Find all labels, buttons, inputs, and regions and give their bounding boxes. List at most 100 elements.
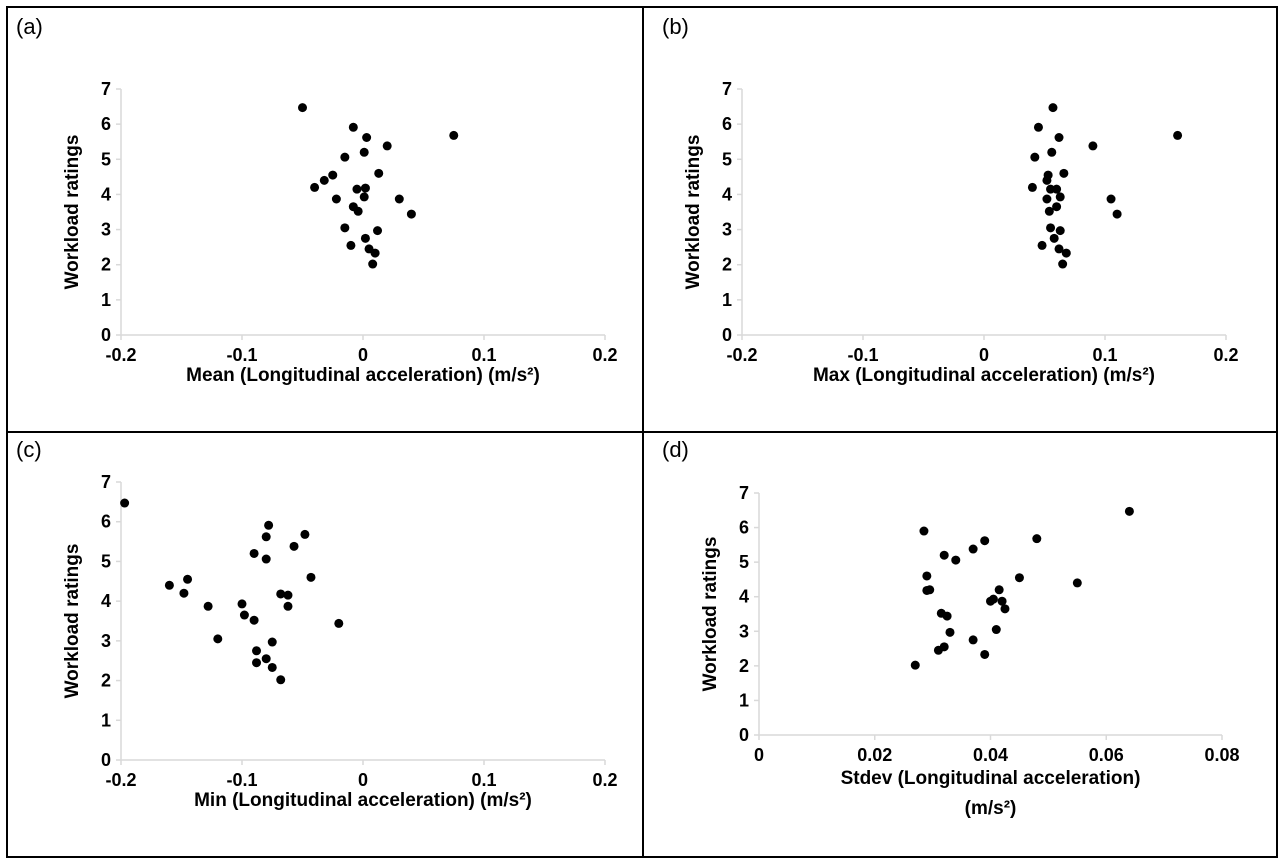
scatter-point [382, 141, 392, 151]
y-tick-label: 6 [739, 518, 749, 538]
chart-d: 0 1 2 3 4 5 6 7 0 0.02 0.04 0.06 0.08 Workload rating… [700, 483, 1240, 819]
x-tick-label: 0.06 [1089, 745, 1124, 765]
scatter-point [1055, 226, 1065, 236]
scatter-point [1037, 240, 1047, 250]
scatter-point [939, 550, 949, 560]
scatter-point [1042, 194, 1052, 204]
x-axis-title: Stdev (Longitudinal acceleration) [841, 768, 1141, 789]
scatter-point [373, 226, 383, 236]
x-axis-title: (m/s²) [965, 798, 1017, 819]
y-tick-label: 4 [101, 591, 111, 611]
scatter-point [249, 615, 259, 625]
scatter-point [368, 259, 378, 269]
x-tick-label: 0.1 [471, 770, 496, 790]
scatter-point [239, 610, 249, 620]
scatter-point [179, 588, 189, 598]
scatter-point [951, 555, 961, 565]
scatter-point [1124, 506, 1134, 516]
y-tick-label: 4 [101, 184, 111, 204]
y-tick-label: 1 [101, 290, 111, 310]
scatter-point [300, 529, 310, 539]
scatter-point [359, 192, 369, 202]
scatter-point [449, 130, 459, 140]
y-tick-label: 7 [101, 79, 111, 99]
y-tick-label: 6 [101, 512, 111, 532]
scatter-point [360, 233, 370, 243]
scatter-point [968, 635, 978, 645]
x-tick-label: 0 [979, 345, 989, 365]
scatter-point [331, 194, 341, 204]
scatter-point [1112, 209, 1122, 219]
scatter-point [261, 554, 271, 564]
scatter-point [370, 248, 380, 258]
x-tick-label: 0.1 [1092, 345, 1117, 365]
scatter-point [1054, 244, 1064, 254]
x-tick-label: -0.1 [226, 770, 257, 790]
x-tick-label: -0.1 [226, 345, 257, 365]
y-tick-label: 3 [101, 631, 111, 651]
y-tick-label: 5 [739, 552, 749, 572]
scatter-point [1048, 103, 1058, 113]
scatter-point [319, 175, 329, 185]
scatter-point [1014, 573, 1024, 583]
chart-b: 0 1 2 3 4 5 6 7 -0.2 -0.1 0 0.1 0.2 Workload ratings M… [683, 79, 1239, 386]
y-tick-label: 7 [739, 483, 749, 503]
scatter-point [1000, 604, 1010, 614]
scatter-point [406, 209, 416, 219]
scatter-point [1088, 141, 1098, 151]
x-axis-title: Mean (Longitudinal acceleration) (m/s²) [186, 365, 540, 386]
scatter-point [276, 675, 286, 685]
scatter-point [991, 625, 1001, 635]
scatter-point [910, 660, 920, 670]
scatter-point [334, 618, 344, 628]
scatter-point [340, 152, 350, 162]
panel-b: (b) 0 1 2 3 4 5 6 7 -0.2 -0.1 0 0.1 0.2 Workload rati… [644, 8, 1276, 431]
x-tick-label: 0 [358, 770, 368, 790]
y-tick-label: 6 [101, 114, 111, 134]
y-tick-label: 5 [101, 551, 111, 571]
y-axis-title: Workload ratings [700, 537, 721, 692]
panel-d-label: (d) [662, 437, 689, 462]
scatter-point [261, 532, 271, 542]
y-tick-label: 3 [101, 220, 111, 240]
scatter-point [374, 168, 384, 178]
y-tick-label: 4 [722, 184, 732, 204]
scatter-point [249, 548, 259, 558]
x-tick-label: 0.08 [1204, 745, 1239, 765]
x-tick-label: -0.2 [726, 345, 757, 365]
scatter-point [289, 541, 299, 551]
y-tick-label: 0 [101, 750, 111, 770]
scatter-point [933, 645, 943, 655]
scatter-point [267, 662, 277, 672]
scatter-point [360, 183, 370, 193]
x-tick-label: 0.04 [973, 745, 1008, 765]
x-tick-label: 0 [754, 745, 764, 765]
x-tick-label: 0.2 [592, 345, 617, 365]
panel-c-label: (c) [16, 437, 42, 462]
y-tick-label: 1 [101, 710, 111, 730]
scatter-point [203, 601, 213, 611]
y-tick-label: 0 [739, 725, 749, 745]
scatter-point [394, 194, 404, 204]
x-tick-label: 0 [358, 345, 368, 365]
scatter-point [1044, 206, 1054, 216]
y-tick-label: 3 [722, 220, 732, 240]
scatter-point [1052, 184, 1062, 194]
scatter-point [346, 240, 356, 250]
scatter-point [353, 206, 363, 216]
panel-a-label: (a) [16, 14, 43, 39]
panel-b-label: (b) [662, 14, 689, 39]
y-tick-label: 2 [101, 671, 111, 691]
scatter-point [922, 571, 932, 581]
scatter-point [1027, 182, 1037, 192]
x-tick-label: -0.1 [847, 345, 878, 365]
scatter-point [925, 585, 935, 595]
scatter-point [1055, 192, 1065, 202]
x-tick-label: -0.2 [105, 345, 136, 365]
y-tick-label: 7 [722, 79, 732, 99]
scatter-point [988, 594, 998, 604]
y-tick-label: 1 [722, 290, 732, 310]
panel-c: (c) 0 1 2 3 4 5 6 7 -0.2 -0.1 0 0.1 0.2 Workload rati… [8, 433, 642, 856]
scatter-point [283, 590, 293, 600]
scatter-point [306, 572, 316, 582]
